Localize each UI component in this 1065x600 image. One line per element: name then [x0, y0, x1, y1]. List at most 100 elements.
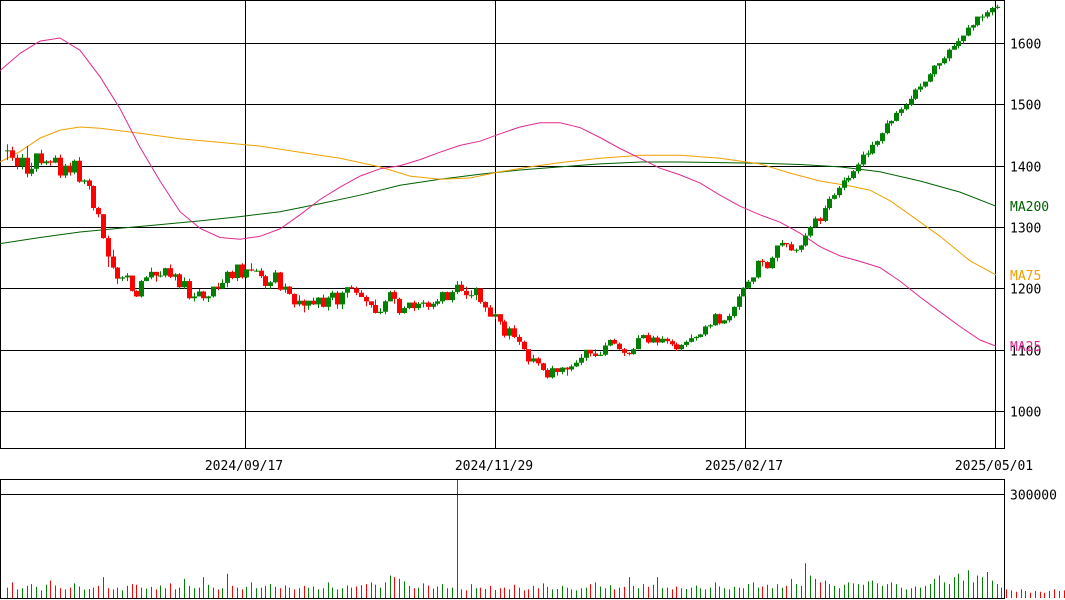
candle-body — [555, 368, 560, 372]
candle-body — [493, 314, 498, 317]
candle-body — [665, 338, 670, 342]
candle-body — [249, 269, 254, 271]
candle-body — [268, 282, 273, 286]
candle-body — [947, 49, 952, 59]
candle-body — [565, 367, 570, 370]
candle-body — [536, 358, 541, 364]
candle-body — [598, 354, 603, 356]
candle-body — [498, 314, 503, 322]
candle-body — [966, 27, 971, 36]
candle-body — [560, 367, 565, 372]
candle-body — [311, 300, 316, 305]
candle-body — [603, 345, 608, 355]
candle-body — [502, 321, 507, 336]
candle-body — [937, 63, 942, 66]
price-panel — [0, 0, 1005, 449]
y-tick-label: 1500 — [1010, 99, 1041, 114]
candle-body — [770, 257, 775, 269]
candle-body — [354, 288, 359, 293]
candle-body — [741, 287, 746, 297]
candle-body — [818, 218, 823, 221]
candle-body — [746, 281, 751, 288]
candle-body — [34, 153, 39, 169]
candle-body — [823, 208, 828, 221]
candle-body — [187, 281, 192, 299]
candle-body — [842, 180, 847, 188]
candle-body — [349, 287, 354, 289]
candle-body — [197, 291, 202, 297]
candle-body — [48, 161, 53, 163]
candle-body — [87, 180, 92, 186]
candle-body — [182, 281, 187, 288]
candle-body — [220, 282, 225, 289]
candle-body — [115, 267, 120, 279]
candle-body — [584, 349, 589, 358]
candle-body — [478, 288, 483, 302]
candle-body — [808, 227, 813, 236]
candle-body — [517, 336, 522, 342]
candle-body — [96, 208, 101, 215]
candle-body — [369, 301, 374, 306]
candle-body — [784, 243, 789, 245]
candle-body — [694, 336, 699, 339]
candle-body — [990, 7, 995, 13]
volume-panel — [0, 479, 1005, 599]
volume-bars — [7, 480, 1065, 598]
candle-body — [168, 268, 173, 277]
candle-body — [383, 301, 388, 312]
candle-body — [297, 300, 302, 305]
candle-body — [445, 292, 450, 301]
ma-line-ma75 — [0, 126, 997, 276]
candle-body — [522, 341, 527, 350]
candle-body — [53, 157, 58, 163]
candle-body — [431, 303, 436, 307]
candle-body — [263, 276, 268, 286]
ma-line-ma25 — [0, 37, 997, 347]
candle-body — [412, 302, 417, 309]
candle-body — [579, 357, 584, 363]
candle-body — [326, 297, 331, 307]
candle-body — [851, 171, 856, 178]
candle-body — [39, 153, 44, 164]
candle-body — [765, 262, 770, 269]
candle-body — [63, 165, 68, 176]
candle-body — [283, 286, 288, 290]
candle-body — [622, 349, 627, 353]
candle-body — [373, 305, 378, 313]
candle-body — [875, 141, 880, 145]
candle-body — [794, 249, 799, 251]
candle-body — [335, 292, 340, 305]
volume-axis: 300000 — [0, 489, 1057, 504]
candle-body — [10, 150, 15, 158]
candle-body — [870, 144, 875, 154]
candle-body — [732, 306, 737, 317]
candle-body — [101, 214, 106, 239]
candle-body — [388, 292, 393, 302]
x-tick-label: 2024/09/17 — [205, 459, 283, 474]
candle-body — [684, 341, 689, 345]
candle-body — [574, 362, 579, 367]
candle-body — [378, 311, 383, 313]
candle-body — [321, 297, 326, 307]
candle-body — [130, 275, 135, 291]
candle-body — [717, 314, 722, 324]
candle-body — [670, 341, 675, 345]
candle-body — [91, 185, 96, 209]
candle-body — [775, 245, 780, 258]
candle-body — [612, 339, 617, 344]
candle-body — [799, 245, 804, 250]
candle-body — [899, 109, 904, 113]
candle-body — [655, 337, 660, 343]
candle-body — [244, 269, 249, 278]
candle-body — [407, 302, 412, 309]
y-tick-label: 1000 — [1010, 406, 1041, 421]
ma-label-ma200: MA200 — [1010, 200, 1049, 215]
candle-body — [340, 292, 345, 305]
candle-body — [856, 164, 861, 172]
candle-body — [545, 370, 550, 378]
candle-body — [913, 89, 918, 99]
candle-body — [230, 271, 235, 279]
candle-body — [980, 16, 985, 18]
candle-body — [392, 292, 397, 299]
